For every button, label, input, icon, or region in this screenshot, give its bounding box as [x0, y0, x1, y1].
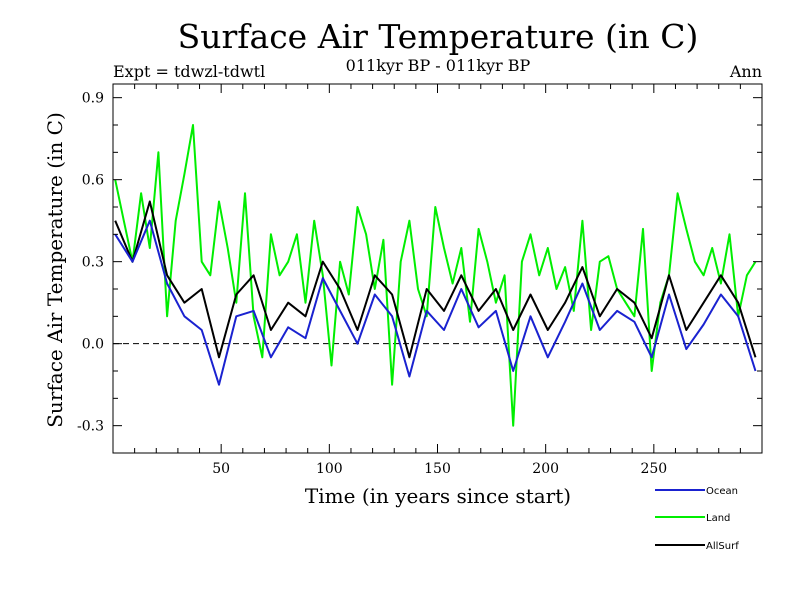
x-tick-label: 200: [532, 461, 559, 477]
plot-area: [112, 83, 763, 454]
chart-title: Surface Air Temperature (in C): [178, 17, 699, 56]
season-label: Ann: [729, 62, 762, 81]
x-tick-label: 50: [212, 461, 230, 477]
x-tick-label: 100: [316, 461, 343, 477]
x-tick-label: 150: [424, 461, 451, 477]
y-tick-label: -0.3: [77, 419, 104, 435]
y-tick-label: 0.0: [82, 337, 104, 353]
series-line-allsurf: [114, 200, 757, 359]
axis-ticks: 50 100 150 200 250 -0.3 0.0 0.3 0.6 0.9: [77, 84, 762, 477]
legend: Ocean Land AllSurf: [655, 486, 739, 552]
x-tick-label: 250: [640, 461, 667, 477]
experiment-label: Expt = tdwzl-tdwtl: [113, 62, 265, 81]
x-axis-label: Time (in years since start): [305, 484, 571, 508]
series-line-ocean: [114, 219, 757, 386]
legend-label-land: Land: [706, 513, 730, 524]
y-tick-label: 0.6: [82, 173, 104, 189]
legend-label-ocean: Ocean: [706, 486, 738, 497]
y-tick-label: 0.9: [82, 91, 104, 107]
period-label: 011kyr BP - 011kyr BP: [346, 56, 531, 75]
y-tick-label: 0.3: [82, 255, 104, 271]
series-line-land: [114, 124, 757, 427]
y-axis-label: Surface Air Temperature (in C): [43, 112, 67, 428]
legend-label-allsurf: AllSurf: [706, 541, 739, 552]
